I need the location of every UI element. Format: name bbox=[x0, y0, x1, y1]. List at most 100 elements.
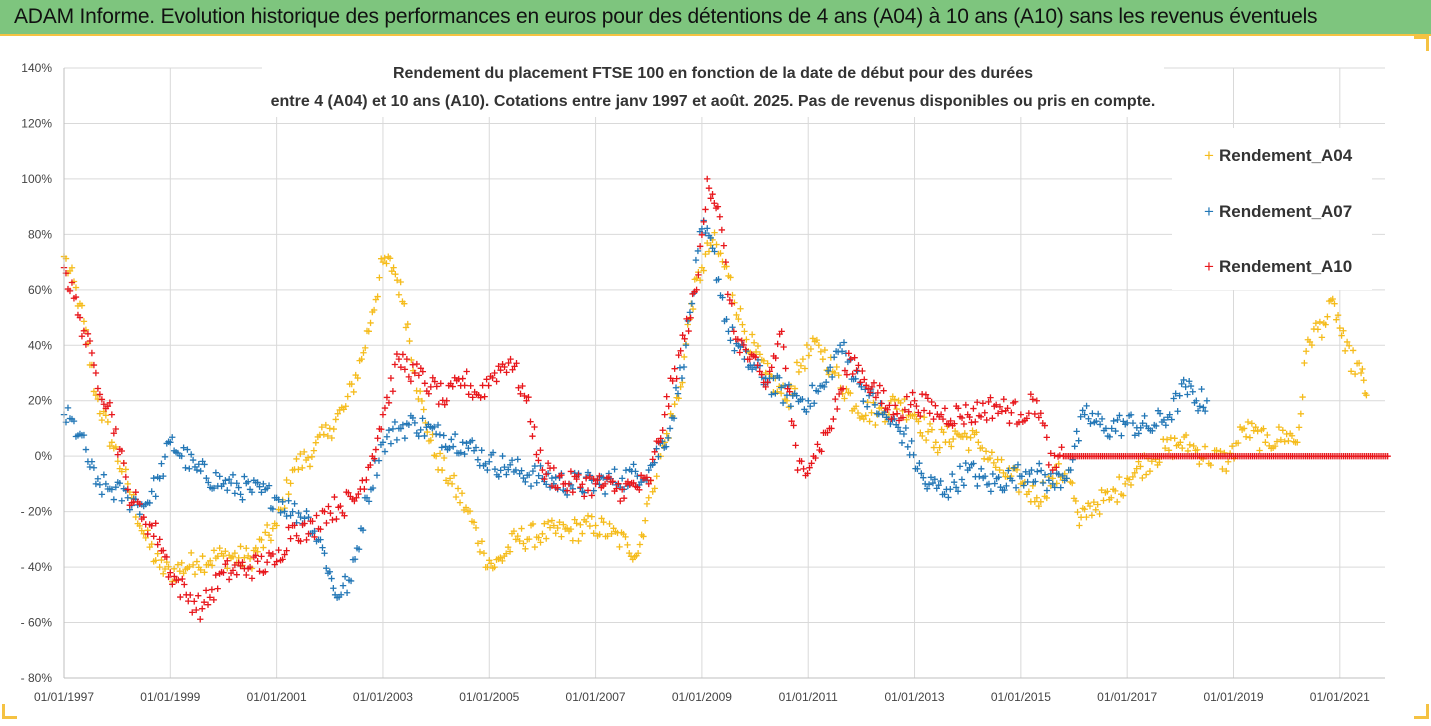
data-point-interpolated bbox=[790, 422, 797, 429]
data-point-interpolated bbox=[446, 475, 454, 482]
data-point-interpolated bbox=[1345, 342, 1353, 349]
data-point-interpolated bbox=[1073, 428, 1080, 435]
data-point-interpolated bbox=[176, 567, 184, 575]
data-point-interpolated bbox=[1100, 497, 1107, 504]
data-point-interpolated bbox=[330, 585, 337, 592]
data-point-interpolated bbox=[989, 415, 996, 422]
points-layer bbox=[60, 175, 1391, 623]
data-point-interpolated bbox=[497, 554, 504, 561]
data-point-interpolated bbox=[980, 455, 988, 462]
data-point-interpolated bbox=[328, 434, 335, 442]
data-point-interpolated bbox=[415, 432, 422, 440]
data-point-interpolated bbox=[404, 320, 411, 328]
scatter-chart: 140% 120% 100% 80% 60% 40% 20% 0% - 20% - 40% - 60… bbox=[0, 36, 1431, 721]
data-point-interpolated bbox=[826, 364, 834, 371]
data-point-interpolated bbox=[483, 376, 490, 383]
data-point-interpolated bbox=[973, 399, 981, 406]
data-point-interpolated bbox=[1252, 423, 1259, 431]
data-point bbox=[539, 530, 546, 538]
data-point-interpolated bbox=[567, 525, 575, 533]
data-point-interpolated bbox=[596, 472, 603, 480]
data-point-interpolated bbox=[817, 348, 825, 355]
data-point-interpolated bbox=[907, 401, 914, 408]
data-point-interpolated bbox=[1156, 410, 1164, 417]
data-point-interpolated bbox=[299, 464, 306, 472]
data-point-interpolated bbox=[1106, 433, 1113, 441]
data-point-interpolated bbox=[341, 573, 349, 580]
data-point-interpolated bbox=[146, 499, 153, 507]
data-point-interpolated bbox=[114, 458, 122, 465]
x-tick-label: 01/01/2019 bbox=[1203, 690, 1263, 704]
data-point-interpolated bbox=[862, 412, 869, 419]
data-point-interpolated bbox=[1125, 476, 1133, 483]
data-point-interpolated bbox=[651, 459, 658, 466]
data-point-interpolated bbox=[150, 474, 157, 482]
data-point-interpolated bbox=[760, 357, 767, 365]
data-point-interpolated bbox=[374, 293, 381, 300]
data-point-interpolated bbox=[112, 443, 120, 451]
x-tick-label: 01/01/2021 bbox=[1310, 690, 1370, 704]
data-point-interpolated bbox=[986, 454, 994, 462]
data-point bbox=[156, 536, 163, 543]
data-point-interpolated bbox=[830, 415, 837, 423]
data-point bbox=[746, 355, 753, 363]
data-point-interpolated bbox=[243, 545, 250, 552]
data-point bbox=[220, 480, 227, 488]
data-point-interpolated bbox=[1036, 460, 1043, 467]
data-point-interpolated bbox=[80, 318, 88, 325]
data-point-interpolated bbox=[955, 405, 962, 412]
data-point-interpolated bbox=[720, 242, 728, 249]
data-point-interpolated bbox=[936, 444, 943, 451]
data-point-interpolated bbox=[930, 444, 938, 451]
data-point-interpolated bbox=[231, 561, 239, 569]
data-point-interpolated bbox=[849, 370, 856, 378]
data-point-interpolated bbox=[1055, 460, 1062, 467]
data-point bbox=[156, 475, 163, 482]
data-point-interpolated bbox=[318, 423, 326, 431]
data-point-interpolated bbox=[279, 498, 286, 506]
data-point-interpolated bbox=[401, 366, 409, 373]
data-point-interpolated bbox=[116, 480, 124, 487]
data-point-interpolated bbox=[239, 496, 246, 503]
data-point-interpolated bbox=[1160, 416, 1168, 424]
data-point-interpolated bbox=[420, 406, 427, 413]
data-point-interpolated bbox=[189, 456, 197, 464]
data-point bbox=[246, 563, 254, 571]
data-point-interpolated bbox=[795, 368, 803, 376]
data-point-interpolated bbox=[1034, 468, 1041, 475]
data-point-interpolated bbox=[979, 444, 986, 452]
data-point bbox=[379, 258, 387, 266]
data-point-interpolated bbox=[326, 568, 333, 575]
data-point-interpolated bbox=[1014, 461, 1022, 468]
data-point-interpolated bbox=[995, 474, 1002, 481]
data-point bbox=[714, 203, 722, 210]
data-point-interpolated bbox=[450, 472, 458, 479]
data-point-interpolated bbox=[136, 522, 143, 530]
y-tick-label: 100% bbox=[21, 172, 52, 186]
data-point-interpolated bbox=[707, 195, 714, 202]
data-point bbox=[831, 369, 839, 377]
data-point-interpolated bbox=[254, 558, 261, 565]
data-point-interpolated bbox=[180, 444, 187, 451]
data-point-interpolated bbox=[662, 443, 670, 450]
data-point-interpolated bbox=[1075, 437, 1082, 444]
data-point-interpolated bbox=[297, 538, 304, 545]
data-point-interpolated bbox=[584, 512, 592, 520]
data-point-interpolated bbox=[1248, 420, 1256, 427]
data-point-interpolated bbox=[1041, 471, 1049, 478]
data-point-interpolated bbox=[543, 470, 550, 478]
data-point-interpolated bbox=[351, 497, 358, 505]
data-point-interpolated bbox=[793, 392, 800, 399]
data-point-interpolated bbox=[705, 184, 713, 192]
data-point-interpolated bbox=[711, 229, 718, 236]
data-point-interpolated bbox=[425, 390, 433, 397]
data-point-interpolated bbox=[332, 416, 339, 423]
data-point-interpolated bbox=[676, 364, 684, 371]
data-point-interpolated bbox=[1031, 498, 1039, 505]
data-point-interpolated bbox=[1161, 444, 1169, 452]
data-point-interpolated bbox=[1196, 403, 1204, 410]
data-point-interpolated bbox=[982, 448, 990, 455]
data-point bbox=[1049, 480, 1056, 488]
legend-marker-a04: + bbox=[1204, 146, 1214, 165]
data-point-interpolated bbox=[814, 388, 822, 395]
